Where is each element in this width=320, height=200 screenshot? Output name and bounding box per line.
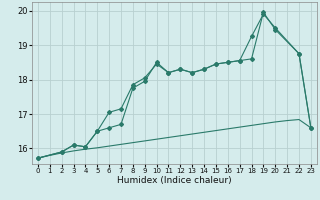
X-axis label: Humidex (Indice chaleur): Humidex (Indice chaleur) — [117, 176, 232, 185]
